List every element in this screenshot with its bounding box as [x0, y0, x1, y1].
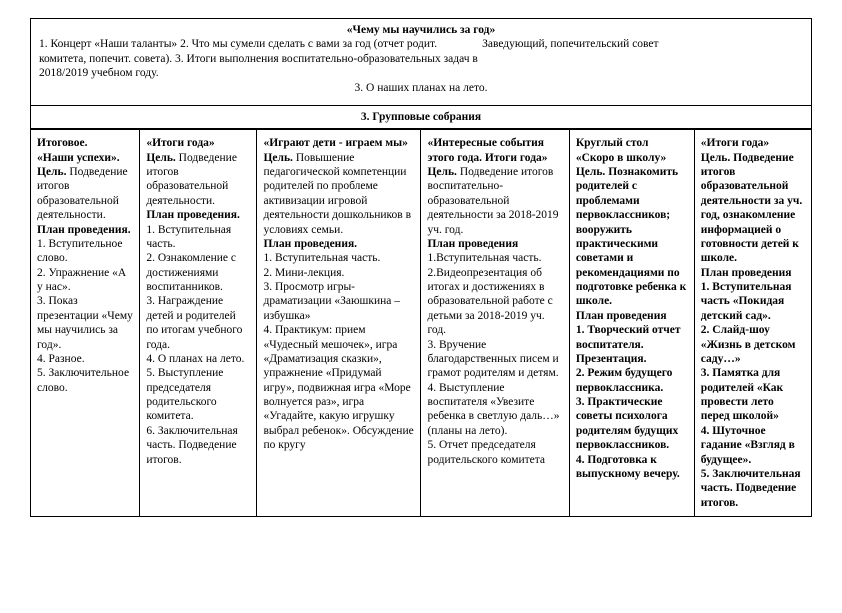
cell-line: План проведения	[576, 309, 688, 323]
cell-line: «Играют дети - играем мы»	[263, 136, 414, 150]
top-row: 1. Концерт «Наши таланты» 2. Что мы суме…	[39, 37, 803, 80]
cell-line: 1. Вступительная часть.	[146, 223, 250, 252]
top-right-text: Заведующий, попечительский совет	[482, 38, 658, 50]
cell-line: 2. Слайд-шоу «Жизнь в детском саду…»	[701, 323, 805, 366]
cell-line: 2.Видеопрезентация об итогах и достижени…	[427, 266, 562, 338]
section-title: 3. Групповые собрания	[30, 105, 812, 129]
cell-line: «Скоро в школу»	[576, 151, 688, 165]
cell-line: 2. Режим будущего первоклассника.	[576, 366, 688, 395]
cell-line: 2. Ознакомление с достижениями воспитанн…	[146, 251, 250, 294]
cell-line: 4. Разное.	[37, 352, 133, 366]
cell-line: План проведения	[701, 266, 805, 280]
cell-line: Цель. Подведение итогов образовательной …	[37, 165, 133, 223]
cell-line: Цель. Подведение итогов воспитательно-об…	[427, 165, 562, 237]
cell-line: 4. Выступление воспитателя «Увезите ребе…	[427, 381, 562, 439]
top-right-line: Заведующий, попечительский совет	[482, 37, 803, 80]
cell-line: 1. Вступительное слово.	[37, 237, 133, 266]
cell-line: План проведения.	[263, 237, 414, 251]
page: «Чему мы научились за год» 1. Концерт «Н…	[30, 18, 812, 517]
cell-line: 6. Заключительная часть. Подведение итог…	[146, 424, 250, 467]
table-cell: Итоговое.«Наши успехи».Цель. Подведение …	[31, 130, 140, 517]
cell-line: 3. Показ презентации «Чему мы научились …	[37, 294, 133, 352]
lead-bold: Цель.	[37, 166, 69, 178]
line-rest: Повышение педагогической компетенции род…	[263, 152, 411, 236]
cell-line: «Итоги года»	[146, 136, 250, 150]
lead-bold: Цель.	[427, 166, 459, 178]
cell-line: 4. Подготовка к выпускному вечеру.	[576, 453, 688, 482]
cell-line: 5. Заключительная часть. Подведение итог…	[701, 467, 805, 510]
cell-line: План проведения.	[37, 223, 133, 237]
table-cell: «Итоги года»Цель. Подведение итогов обра…	[140, 130, 257, 517]
cell-line: Цель. Подведение итогов образовательной …	[146, 151, 250, 209]
top-center-line: 3. О наших планах на лето.	[39, 81, 803, 95]
cell-line: Круглый стол	[576, 136, 688, 150]
cell-line: 3. Практические советы психолога родител…	[576, 395, 688, 453]
cell-line: 1. Творческий отчет воспитателя. Презент…	[576, 323, 688, 366]
cell-line: 5. Заключительное слово.	[37, 366, 133, 395]
cell-line: «Итоги года»	[701, 136, 805, 150]
cell-line: 5. Отчет председателя родительского коми…	[427, 438, 562, 467]
cell-line: 4. Шуточное гадание «Взгляд в будущее».	[701, 424, 805, 467]
line-rest: Познакомить родителей с проблемами перво…	[576, 166, 686, 307]
cell-line: 1. Вступительная часть «Покидая детский …	[701, 280, 805, 323]
lead-bold: Цель.	[701, 152, 733, 164]
cell-line: 3. Просмотр игры-драматизации «Заюшкина …	[263, 280, 414, 323]
cell-line: 3. Памятка для родителей «Как провести л…	[701, 366, 805, 424]
cell-line: Цель. Познакомить родителей с проблемами…	[576, 165, 688, 309]
top-title: «Чему мы научились за год»	[39, 23, 803, 37]
lead-bold: Цель.	[576, 166, 608, 178]
cell-line: «Интересные события этого года. Итоги го…	[427, 136, 562, 165]
cell-line: «Наши успехи».	[37, 151, 133, 165]
lead-bold: Цель.	[146, 152, 178, 164]
cell-line: 1. Вступительная часть.	[263, 251, 414, 265]
top-left-line: 1. Концерт «Наши таланты»	[39, 38, 177, 50]
cell-line: 4. Практикум: прием «Чудесный мешочек», …	[263, 323, 414, 452]
table-row: Итоговое.«Наши успехи».Цель. Подведение …	[31, 130, 812, 517]
cell-line: Цель. Повышение педагогической компетенц…	[263, 151, 414, 237]
cell-line: 5. Выступление председателя родительског…	[146, 366, 250, 424]
cell-line: План проведения.	[146, 208, 250, 222]
cell-line: 4. О планах на лето.	[146, 352, 250, 366]
line-rest: Подведение итогов образовательной деятел…	[701, 152, 802, 265]
top-left-lines: 1. Концерт «Наши таланты» 2. Что мы суме…	[39, 37, 482, 80]
lead-bold: Цель.	[263, 152, 295, 164]
cell-line: 3. Награждение детей и родителей по итог…	[146, 294, 250, 352]
cell-line: 2. Упражнение «А у нас».	[37, 266, 133, 295]
cell-line: Цель. Подведение итогов образовательной …	[701, 151, 805, 266]
top-block: «Чему мы научились за год» 1. Концерт «Н…	[30, 18, 812, 105]
cell-line: Итоговое.	[37, 136, 133, 150]
table-cell: «Итоги года»Цель. Подведение итогов обра…	[694, 130, 811, 517]
cell-line: 3. Вручение благодарственных писем и гра…	[427, 338, 562, 381]
table-cell: «Играют дети - играем мы»Цель. Повышение…	[257, 130, 421, 517]
cell-line: 1.Вступительная часть.	[427, 251, 562, 265]
top-left-line: попечит. совета).	[89, 53, 172, 65]
table-cell: Круглый стол«Скоро в школу»Цель. Познако…	[569, 130, 694, 517]
table-cell: «Интересные события этого года. Итоги го…	[421, 130, 569, 517]
columns-table: Итоговое.«Наши успехи».Цель. Подведение …	[30, 129, 812, 517]
cell-line: 2. Мини-лекция.	[263, 266, 414, 280]
cell-line: План проведения	[427, 237, 562, 251]
